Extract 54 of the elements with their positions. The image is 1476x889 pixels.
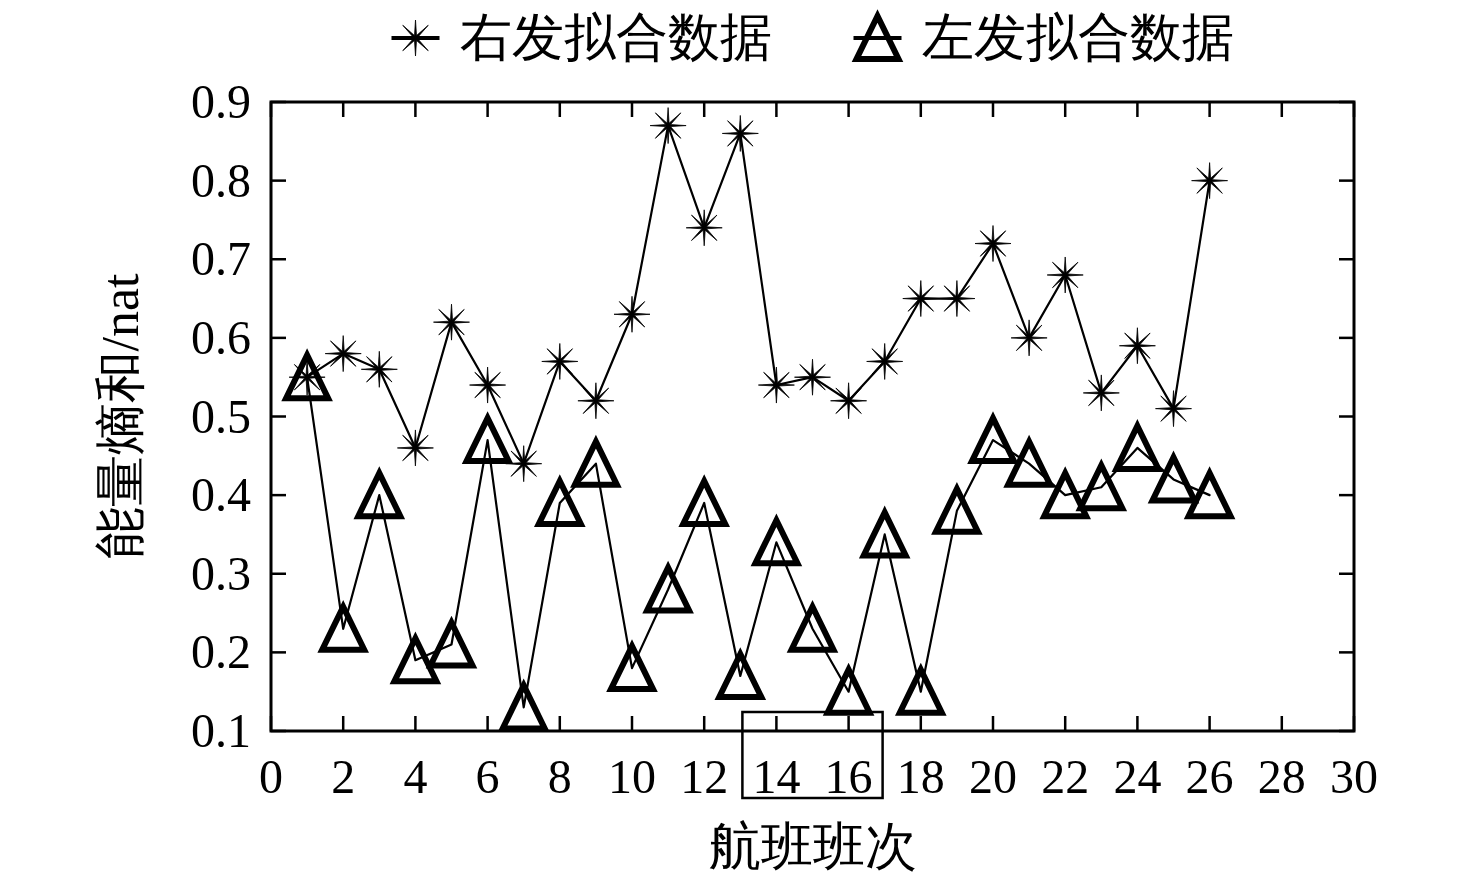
- x-tick-label: 4: [403, 750, 428, 803]
- point: [1010, 319, 1048, 357]
- point: [830, 382, 867, 420]
- y-axis-title: 能量熵和/nat: [91, 272, 149, 560]
- x-tick-label: 2: [331, 750, 356, 803]
- point: [505, 445, 543, 483]
- x-tick-label: 22: [1041, 750, 1090, 803]
- point: [649, 107, 687, 144]
- x-tick-label: 20: [969, 750, 1017, 803]
- y-tick-label: 0.4: [191, 468, 251, 522]
- y-tick-label: 0.9: [191, 75, 251, 128]
- legend-label: 左发拟合数据: [921, 9, 1234, 66]
- x-tick-label: 24: [1113, 750, 1162, 803]
- point: [397, 429, 434, 467]
- point: [1155, 390, 1192, 428]
- y-tick-label: 0.6: [191, 310, 251, 364]
- point: [541, 343, 579, 380]
- point: [469, 366, 506, 404]
- y-tick-label: 0.7: [191, 232, 251, 286]
- x-tick-label: 16: [824, 750, 873, 803]
- x-tick-label: 28: [1257, 750, 1306, 803]
- x-axis-title: 航班班次: [708, 818, 917, 875]
- y-tick-label: 0.5: [191, 389, 251, 443]
- point: [902, 280, 940, 317]
- point: [721, 115, 759, 152]
- point: [938, 280, 976, 317]
- point: [577, 382, 615, 420]
- point: [433, 303, 470, 341]
- point: [974, 225, 1012, 262]
- y-tick-label: 0.1: [191, 704, 251, 757]
- x-tick-label: 30: [1330, 750, 1378, 803]
- x-tick-label: 6: [475, 750, 500, 803]
- point: [613, 295, 651, 333]
- legend-label: 右发拟合数据: [459, 9, 772, 66]
- x-tick-label: 14: [752, 750, 801, 803]
- x-tick-label: 10: [608, 750, 656, 803]
- point: [758, 366, 795, 404]
- point: [685, 209, 723, 247]
- point: [1191, 162, 1228, 200]
- point: [324, 335, 362, 372]
- point: [1082, 374, 1120, 412]
- point: [866, 343, 904, 380]
- point: [794, 358, 831, 396]
- y-tick-label: 0.8: [191, 153, 251, 207]
- point: [1046, 256, 1084, 294]
- x-tick-label: 8: [547, 750, 572, 803]
- x-tick-label: 0: [259, 750, 283, 803]
- x-tick-label: 26: [1185, 750, 1234, 803]
- point: [1119, 327, 1156, 365]
- point: [360, 350, 398, 388]
- x-tick-label: 12: [680, 750, 729, 803]
- x-tick-label: 18: [896, 750, 945, 803]
- y-tick-label: 0.3: [191, 546, 251, 600]
- y-tick-label: 0.2: [191, 625, 251, 679]
